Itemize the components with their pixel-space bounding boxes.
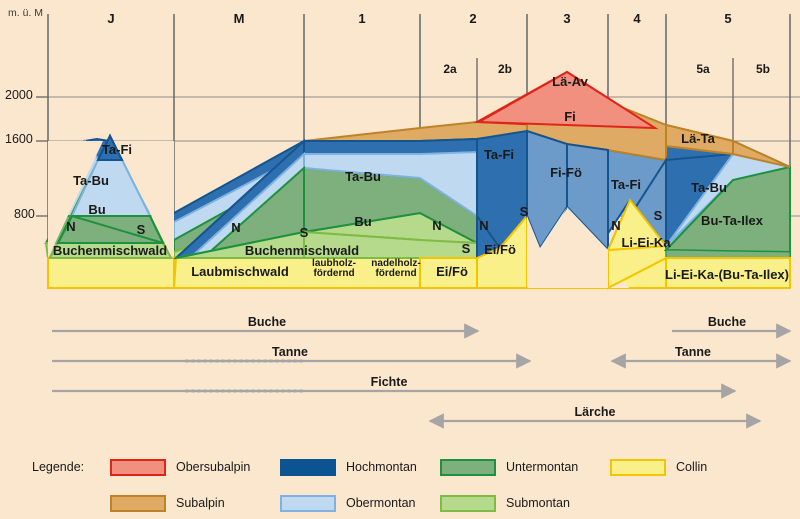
pyramid-j-final xyxy=(47,133,175,289)
area-label-s-j: S xyxy=(136,222,146,237)
area-label-laubmischwald: Laubmischwald xyxy=(191,264,289,279)
area-label-n-1: N xyxy=(432,218,442,233)
arrow-label-fichte: Fichte xyxy=(370,375,408,389)
area-label-ta-bu-5: Ta-Bu xyxy=(691,180,727,195)
y-tick-1600: 1600 xyxy=(5,132,33,146)
arrow-label-buche-left: Buche xyxy=(247,315,287,329)
species-range-arrows xyxy=(52,323,792,429)
area-label-s-2b: S xyxy=(519,204,529,219)
area-label-ta-bu-1: Ta-Bu xyxy=(345,169,381,184)
arrow-label-tanne-left: Tanne xyxy=(272,345,308,359)
valley-left-detail xyxy=(476,129,568,289)
area-label-li-ei-ka-bu-ta-ilex: Li-Ei-Ka-(Bu-Ta-Ilex) xyxy=(665,267,789,282)
region-label-5: 5 xyxy=(724,11,732,26)
region-label-m: M xyxy=(233,11,245,26)
legend-swatch-untermontan xyxy=(440,459,496,476)
region-label-3: 3 xyxy=(563,11,571,26)
legend-title: Legende: xyxy=(32,460,85,474)
valley-right-detail xyxy=(566,142,668,290)
region-label-4: 4 xyxy=(633,11,641,26)
area-label-fi-foe: Fi-Fö xyxy=(550,165,582,180)
arrow-label-laerche: Lärche xyxy=(574,405,616,419)
legend-swatch-collin xyxy=(610,459,666,476)
area-label-ta-fi-2b: Ta-Fi xyxy=(483,147,515,162)
legend-label-hochmontan: Hochmontan xyxy=(346,460,417,474)
area-label-n-m: N xyxy=(231,220,241,235)
area-label-ta-bu-j: Ta-Bu xyxy=(73,173,109,188)
subregion-label-5b: 5b xyxy=(755,62,771,76)
legend-swatch-obersubalpin xyxy=(110,459,166,476)
region-label-2: 2 xyxy=(469,11,477,26)
area-label-buchenmischwald-m: Buchenmischwald xyxy=(244,243,360,258)
subregion-label-5a: 5a xyxy=(696,62,710,76)
legend-label-collin: Collin xyxy=(676,460,708,474)
subregion-label-2b: 2b xyxy=(497,62,513,76)
area-label-lae-av: Lä-Av xyxy=(552,74,588,89)
y-tick-2000: 2000 xyxy=(5,88,33,102)
region-label-1: 1 xyxy=(358,11,366,26)
legend-label-subalpin: Subalpin xyxy=(176,496,225,510)
area-label-bu-1: Bu xyxy=(354,214,372,229)
area-label-bu-ta-ilex: Bu-Ta-Ilex xyxy=(701,213,763,228)
cut-j-left xyxy=(48,141,103,258)
legend-label-submontan: Submontan xyxy=(506,496,570,510)
y-tick-800: 800 xyxy=(14,207,35,221)
area-label-lae-ta: Lä-Ta xyxy=(681,131,715,146)
area-label-li-ei-ka: Li-Ei-Ka xyxy=(621,235,671,250)
area-label-nadelholz-foerdernd-2: fördernd xyxy=(375,268,417,279)
area-label-ta-fi-4: Ta-Fi xyxy=(610,177,642,192)
legend-label-untermontan: Untermontan xyxy=(506,460,579,474)
area-label-ei-foe-2b: Ei/Fö xyxy=(484,242,516,257)
legend-label-obermontan: Obermontan xyxy=(346,496,416,510)
area-label-laubholz-foerdernd-2: fördernd xyxy=(313,268,355,279)
block-5 xyxy=(663,123,791,289)
legend-swatch-submontan xyxy=(440,495,496,512)
area-label-n-2b: N xyxy=(479,218,489,233)
arrow-label-buche-right: Buche xyxy=(707,315,747,329)
arrow-label-tanne-right: Tanne xyxy=(675,345,711,359)
area-label-ta-fi-j: Ta-Fi xyxy=(101,142,133,157)
legend-swatch-hochmontan xyxy=(280,459,336,476)
y-axis-unit-label: m. ü. M xyxy=(8,7,44,19)
area-label-buchenmischwald-j: Buchenmischwald xyxy=(52,243,168,258)
region-label-j: J xyxy=(107,11,115,26)
area-label-s-1: S xyxy=(461,241,471,256)
y-axis-ticks xyxy=(36,96,48,217)
area-label-bu-j: Bu xyxy=(88,202,106,217)
area-label-s-4: S xyxy=(653,208,663,223)
area-label-laubholz-foerdernd-1: laubholz- xyxy=(312,258,356,269)
subregion-label-2a: 2a xyxy=(443,62,457,76)
area-label-s-m: S xyxy=(299,225,309,240)
legend-label-obersubalpin: Obersubalpin xyxy=(176,460,251,474)
area-label-n-4: N xyxy=(611,218,621,233)
legend-swatch-obermontan xyxy=(280,495,336,512)
area-label-n-j: N xyxy=(66,219,76,234)
legend-swatch-subalpin xyxy=(110,495,166,512)
area-label-ei-foe-2a: Ei/Fö xyxy=(436,264,468,279)
area-label-fi: Fi xyxy=(564,109,576,124)
area-label-nadelholz-foerdernd-1: nadelholz- xyxy=(371,258,421,269)
